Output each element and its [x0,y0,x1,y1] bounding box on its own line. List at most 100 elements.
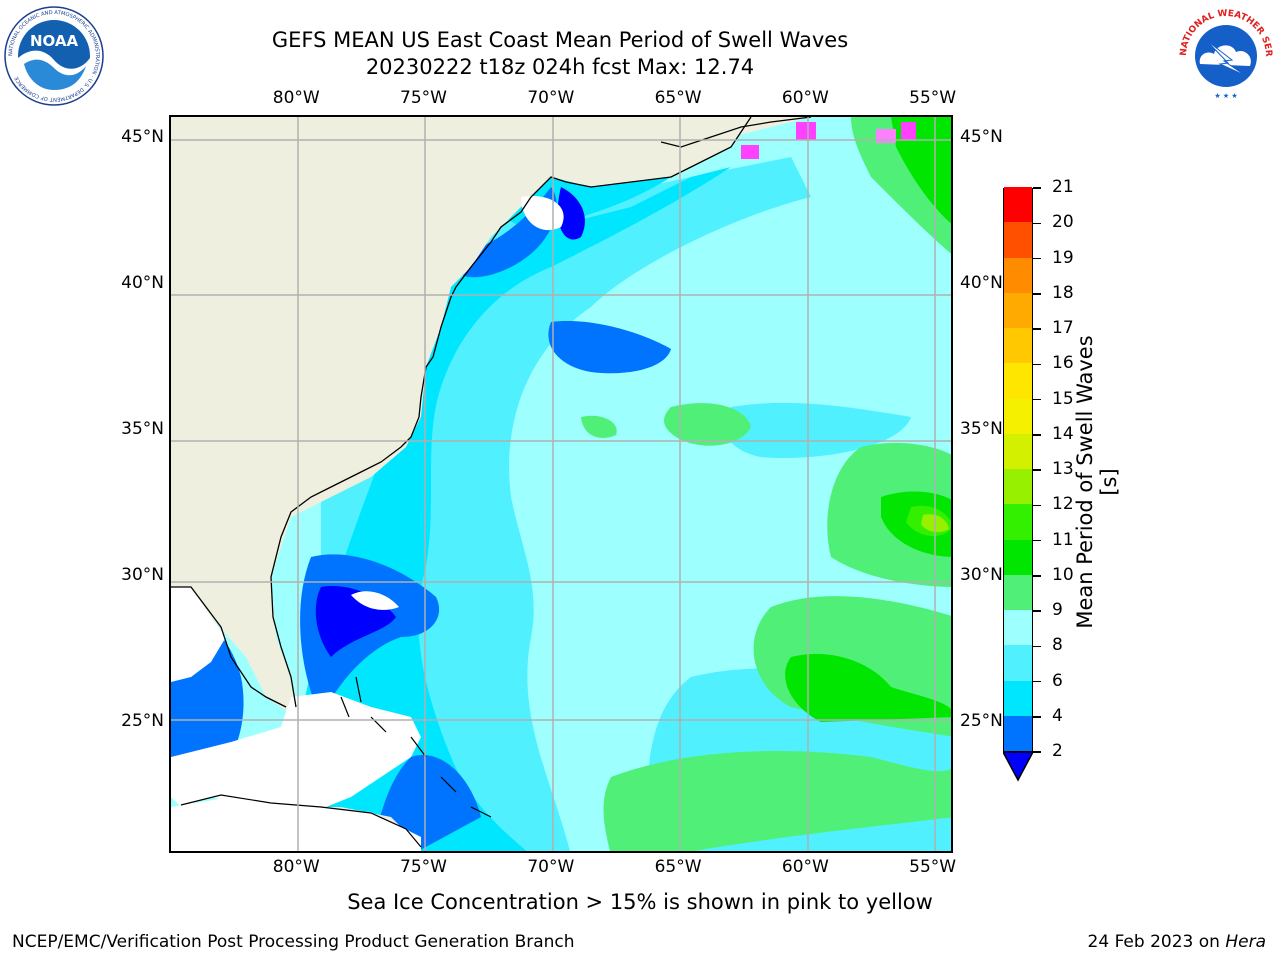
colorbar-segment [1004,327,1032,364]
colorbar-tick [1033,363,1041,365]
ocean-10-11s-region [785,653,951,722]
colorbar-tick [1033,187,1041,189]
colorbar-tick [1033,293,1041,295]
lon-tick-label-bottom: 75°W [400,857,447,877]
colorbar-segment [1004,362,1032,399]
lon-tick-label-bottom: 60°W [781,857,829,877]
lon-tick-label-bottom: 55°W [909,857,957,877]
map-plot-area [169,115,953,853]
no-data-region [171,797,421,851]
colorbar-tick-label: 10 [1052,564,1074,585]
lat-tick-label-left: 45°N [121,127,164,148]
lat-tick-label-right: 45°N [960,127,1003,148]
lat-tick-label-right: 35°N [960,419,1003,440]
lon-tick-label-top: 60°W [781,88,829,108]
colorbar-tick-label: 4 [1052,705,1063,726]
colorbar-tick-label: 14 [1052,423,1074,444]
colorbar-tick [1033,680,1041,683]
lon-tick-label-top: 70°W [527,88,575,108]
colorbar-segment [1004,644,1032,681]
colorbar-segment [1004,468,1032,505]
colorbar-tick-label: 17 [1052,318,1074,338]
colorbar-segment [1004,539,1032,575]
colorbar-tick-label: 19 [1052,247,1074,268]
lon-tick-label-bottom: 80°W [272,857,320,877]
colorbar-segment [1004,292,1032,328]
svg-text:★ ★ ★: ★ ★ ★ [1214,92,1237,100]
lon-tick-label-top: 75°W [400,88,447,108]
run-date: 24 Feb 2023 on [1087,932,1226,952]
lon-tick-label-bottom: 65°W [654,857,702,877]
colorbar-tick [1033,751,1041,753]
colorbar-tick-label: 12 [1052,494,1074,515]
colorbar-under-arrow [1003,752,1033,782]
colorbar-tick-label: 21 [1052,177,1074,197]
no-data-region [171,587,226,682]
colorbar-segment [1004,609,1032,646]
lon-tick-label-bottom: 70°W [527,857,575,877]
ocean-2-4s-region [548,321,671,374]
colorbar-tick [1033,257,1041,260]
colorbar-segment [1004,715,1032,751]
colorbar-tick [1033,328,1041,330]
colorbar-tick [1033,716,1041,718]
sea-ice-note: Sea Ice Concentration > 15% is shown in … [347,890,933,914]
ocean-6-8s-region [722,402,911,458]
colorbar-tick [1033,539,1041,542]
colorbar-segment [1004,257,1032,293]
colorbar-tick-label: 11 [1052,529,1074,550]
colorbar-tick [1033,504,1041,506]
sea-ice-patch [901,122,916,140]
colorbar-tick-label: 2 [1052,741,1063,761]
lat-tick-label-left: 25°N [121,710,164,731]
colorbar-segment [1004,433,1032,469]
colorbar-tick-label: 16 [1052,353,1074,374]
sea-ice-patch [876,129,896,143]
lat-tick-label-left: 35°N [121,419,164,440]
coastline-bahamas [340,676,492,818]
colorbar-tick-label: 8 [1052,635,1063,656]
colorbar-tick-label: 18 [1052,282,1074,303]
lat-tick-label-left: 40°N [121,273,164,294]
colorbar-tick [1033,575,1041,577]
colorbar-segment [1004,503,1032,540]
noaa-logo-text: NOAA [30,32,79,50]
land-maritimes [661,117,811,157]
colorbar-tick-label: 13 [1052,459,1074,479]
colorbar-tick [1033,645,1041,647]
colorbar-tick [1033,434,1041,436]
no-data-region [171,692,421,817]
colorbar-title: Mean Period of Swell Waves [s] [1073,335,1121,629]
colorbar-tick [1033,610,1041,612]
coastline [270,117,752,708]
ocean-9-10s-region [581,415,617,438]
colorbar-segment [1004,221,1032,258]
lat-tick-label-right: 25°N [960,710,1003,731]
colorbar-segment [1004,680,1032,716]
colorbar-tick-label: 6 [1052,670,1063,691]
colorbar-tick-label: 15 [1052,388,1074,409]
sea-ice-patch [796,122,816,140]
land-us-east-coast [171,117,751,717]
chart-subtitle: 20230222 t18z 024h fcst Max: 12.74 [365,55,755,79]
run-machine: Hera [1225,932,1266,952]
colorbar-tick [1033,469,1041,471]
ocean-9-10s-region [664,403,751,446]
lon-tick-label-top: 65°W [654,88,702,108]
colorbar-segment [1004,186,1032,223]
ocean-under-2s-region [557,187,585,240]
colorbar-segment [1004,574,1032,610]
colorbar-tick-label: 9 [1052,600,1063,620]
graticule [171,117,951,851]
colorbar-tick [1033,398,1041,401]
sea-ice-patch [741,145,759,159]
lat-tick-label-right: 30°N [960,564,1003,585]
coastline-nova-scotia [660,117,812,148]
colorbar-tick-label: 20 [1052,212,1074,233]
colorbar [1003,186,1033,752]
lon-tick-label-top: 80°W [272,88,320,108]
ocean-10-11s-region [891,117,951,224]
credit-text: NCEP/EMC/Verification Post Processing Pr… [12,932,575,952]
no-data-region [351,591,399,610]
lat-tick-label-left: 30°N [121,564,164,585]
